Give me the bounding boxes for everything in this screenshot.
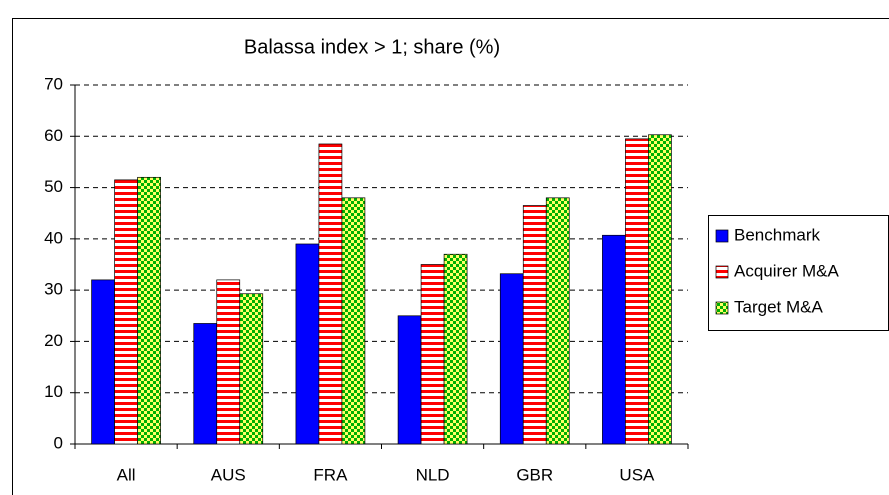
- y-tick-label: 20: [44, 331, 63, 350]
- x-tick-label: NLD: [416, 465, 450, 484]
- bar: [602, 234, 626, 445]
- bar: [318, 143, 343, 445]
- bar: [443, 253, 468, 445]
- y-tick-label: 70: [44, 74, 63, 93]
- legend-label: Target M&A: [734, 297, 823, 316]
- y-tick-label: 0: [54, 433, 63, 452]
- bar: [137, 176, 161, 445]
- bar: [341, 197, 366, 445]
- legend-swatch: [715, 265, 729, 279]
- x-tick-label: GBR: [516, 465, 553, 484]
- y-tick-label: 50: [44, 177, 63, 196]
- y-tick-label: 10: [44, 382, 63, 401]
- y-tick-label: 30: [44, 280, 63, 299]
- bar: [625, 138, 649, 445]
- chart-title: Balassa index > 1; share (%): [244, 36, 500, 58]
- bar: [193, 323, 218, 445]
- x-tick-label: FRA: [313, 465, 348, 484]
- bar: [545, 197, 570, 445]
- legend: [708, 215, 889, 331]
- x-tick-label: AUS: [211, 465, 246, 484]
- bar: [648, 134, 672, 445]
- bar: [114, 179, 138, 445]
- legend-label: Benchmark: [734, 225, 820, 244]
- y-tick-label: 60: [44, 126, 63, 145]
- x-tick-label: USA: [619, 465, 655, 484]
- bar: [295, 243, 320, 445]
- bar: [397, 315, 422, 445]
- legend-label: Acquirer M&A: [734, 261, 840, 280]
- bar: [499, 273, 524, 445]
- y-tick-label: 40: [44, 228, 63, 247]
- bar: [216, 279, 241, 445]
- legend-swatch: [715, 301, 729, 315]
- bar: [239, 293, 264, 445]
- bar: [420, 264, 445, 445]
- x-tick-label: All: [117, 465, 136, 484]
- bar: [91, 279, 115, 445]
- legend-swatch: [715, 229, 729, 243]
- bar: [522, 205, 547, 445]
